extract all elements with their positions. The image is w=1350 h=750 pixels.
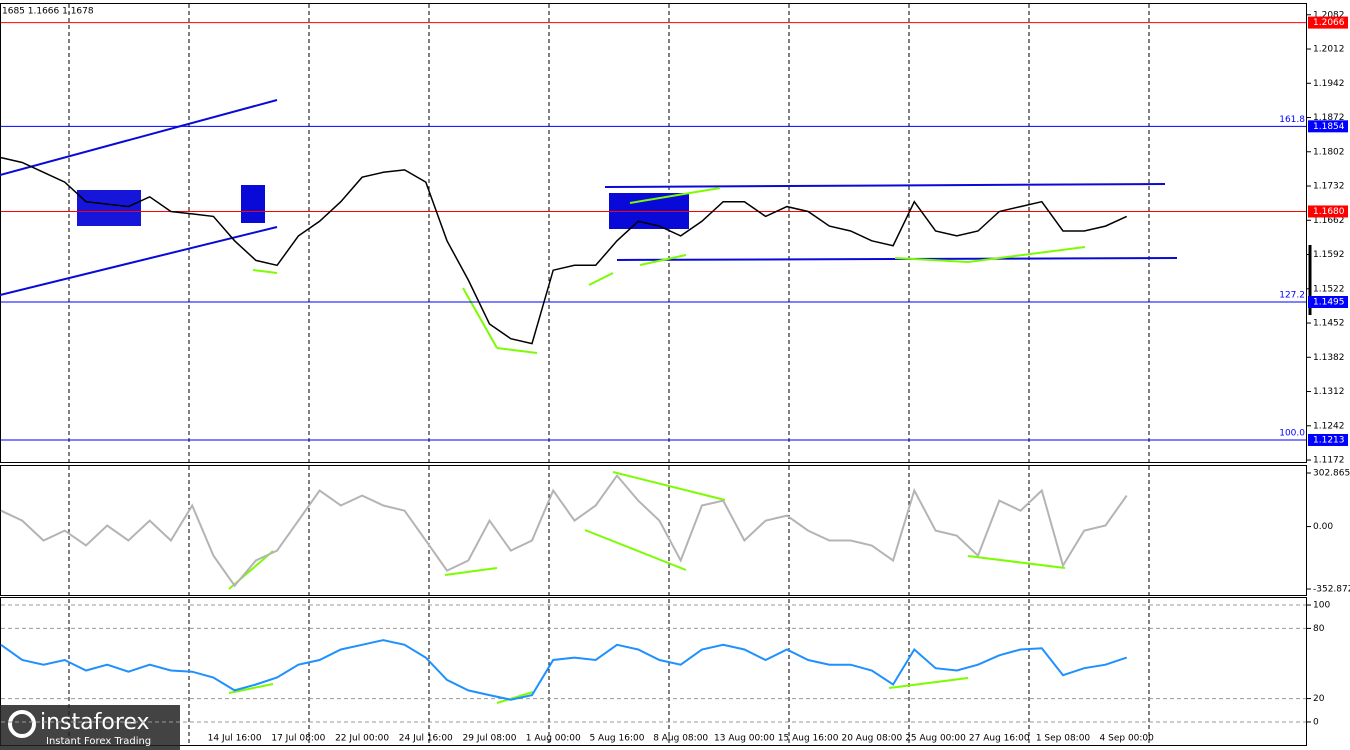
x-tick-label: 29 Jul 08:00	[463, 734, 517, 744]
y-tick-label: -352.872	[1313, 584, 1350, 594]
indicator-line	[0, 473, 1128, 588]
y-tick-label: 1.1942	[1313, 79, 1345, 89]
level-label: 1.2066	[1313, 18, 1345, 28]
fib-label: 161.8	[1279, 115, 1305, 125]
y-tick-label: 100	[1313, 601, 1330, 611]
fib-label: 127.2	[1279, 290, 1305, 300]
level-tag	[1308, 433, 1348, 446]
x-tick-label: 22 Jul 00:00	[335, 734, 389, 744]
y-tick-label: 80	[1313, 624, 1325, 634]
fib-label: 100.0	[1279, 428, 1305, 438]
x-tick-label: 24 Jul 16:00	[399, 734, 453, 744]
vertical-grid	[68, 4, 1150, 745]
x-tick-label: 5 Aug 16:00	[589, 734, 644, 744]
y-tick-label: 1.2012	[1313, 45, 1345, 55]
y-tick-label: 20	[1313, 694, 1325, 704]
level-tag	[1308, 205, 1348, 218]
rsi-pane	[0, 597, 1307, 746]
y-tick-label: 1.1802	[1313, 147, 1345, 157]
level-label: 1.1495	[1313, 297, 1345, 307]
level-label: 1.1213	[1313, 435, 1345, 445]
x-tick-label: 8 Aug 08:00	[653, 734, 708, 744]
level-label: 1.1680	[1313, 207, 1345, 217]
branding: instaforex Instant Forex Trading	[0, 705, 180, 750]
x-tick-label: 4 Sep 00:00	[1100, 734, 1155, 744]
x-tick-label: 1 Sep 08:00	[1036, 734, 1091, 744]
level-label: 1.1854	[1313, 122, 1345, 132]
price-line	[0, 156, 1128, 345]
y-tick-label: 1.1452	[1313, 319, 1345, 329]
y-tick-label: 1.1172	[1313, 456, 1345, 466]
y-tick-label: 1.1592	[1313, 250, 1345, 260]
y-tick-label: 1.1242	[1313, 421, 1345, 431]
brand-name: instaforex	[40, 710, 150, 735]
header-ohlc: 1685 1.1666 1.1678	[2, 7, 94, 17]
y-tick-label: 302.8654	[1313, 468, 1350, 478]
price-pane	[0, 3, 1307, 463]
y-tick-label: 1.1662	[1313, 216, 1345, 226]
y-tick-label: 1.1732	[1313, 182, 1345, 192]
brand-tagline: Instant Forex Trading	[46, 736, 151, 747]
indicator-line	[0, 639, 1128, 701]
y-tick-label: 1.2082	[1313, 10, 1345, 20]
y-tick-label: 1.1872	[1313, 113, 1345, 123]
x-tick-label: 27 Aug 16:00	[969, 734, 1030, 744]
x-tick-label: 14 Jul 16:00	[208, 734, 262, 744]
level-tag	[1308, 295, 1348, 308]
x-tick-label: 15 Aug 16:00	[778, 734, 839, 744]
cci-pane	[0, 465, 1307, 596]
x-tick-label: 25 Aug 00:00	[905, 734, 966, 744]
y-tick-label: 0	[1313, 717, 1319, 727]
x-tick-label: 1 Aug 00:00	[526, 734, 581, 744]
y-tick-label: 0.00	[1313, 522, 1333, 532]
level-tag	[1308, 16, 1348, 29]
level-tag	[1308, 120, 1348, 133]
y-tick-label: 1.1312	[1313, 387, 1345, 397]
y-tick-label: 1.1522	[1313, 284, 1345, 294]
y-tick-label: 1.1382	[1313, 353, 1345, 363]
x-tick-label: 13 Aug 00:00	[714, 734, 775, 744]
x-tick-label: 20 Aug 08:00	[841, 734, 902, 744]
x-tick-label: 17 Jul 08:00	[271, 734, 325, 744]
